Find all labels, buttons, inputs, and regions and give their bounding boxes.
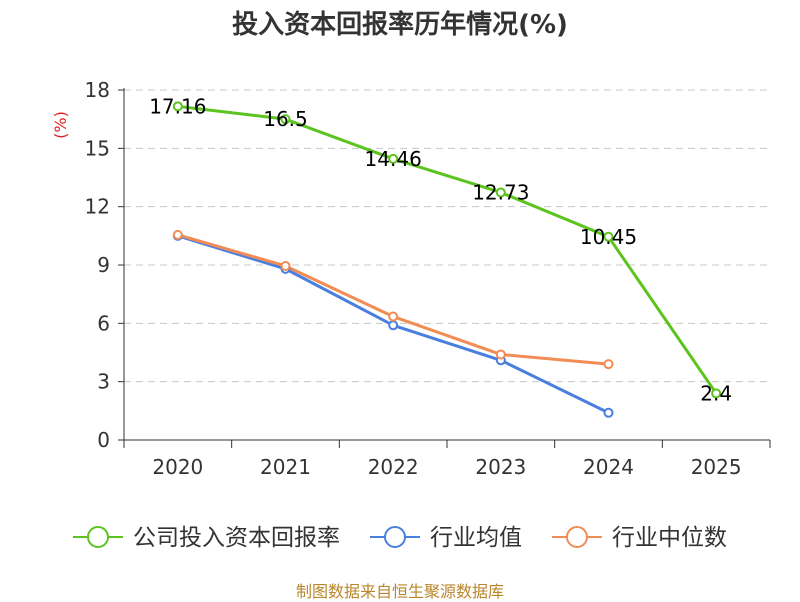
data-point-s1-2024 [603,407,614,418]
legend-item-0: 公司投入资本回报率 [73,525,340,551]
x-tick-label-2024: 2024 [583,455,634,479]
data-point-s2-2021 [280,260,291,271]
axes: 0 3 6 9 12 15 18 2020 2021 2022 2023 2024 2025 (%) [51,78,771,479]
series-line-2 [176,233,610,366]
source-note: 制图数据来自恒生聚源数据库 [295,582,504,601]
legend-circle-icon [384,526,406,548]
data-point-s2-2020 [172,229,183,240]
y-tick-label-18: 18 [85,78,110,102]
data-label-2021: 16.5 [263,107,308,131]
data-point-s0-2021 [280,114,291,125]
y-tick-label-6: 6 [97,311,110,335]
data-point-s2-2024 [603,359,614,370]
legend-circle-icon [87,526,109,548]
data-point-s2-2023 [495,349,506,360]
legend-item-1: 行业均值 [370,525,522,551]
data-label-2020: 17.16 [149,94,206,118]
data-label-2024: 10.45 [580,225,637,249]
y-tick-label-12: 12 [85,195,110,219]
data-point-s0-2024 [603,231,614,242]
y-axis-label: (%) [51,111,70,139]
y-tick-label-3: 3 [97,370,110,394]
data-point-s0-2023 [495,187,506,198]
chart-title: 投入资本回报率历年情况(%) [232,10,568,40]
data-markers [172,101,722,418]
legend-label-0: 公司投入资本回报率 [133,525,340,551]
y-tick-label-15: 15 [85,136,110,160]
series-lines [176,104,718,415]
legend-label-2: 行业中位数 [612,525,727,551]
legend-label-1: 行业均值 [430,525,522,551]
data-point-s0-2020 [172,101,183,112]
legend-item-2: 行业中位数 [552,525,727,551]
grid-lines [124,89,770,383]
data-labels: 17.16 16.5 14.46 12.73 10.45 2.4 [149,94,732,405]
y-tick-label-0: 0 [97,428,110,452]
y-tick-label-9: 9 [97,253,110,277]
data-point-s0-2025 [711,388,722,399]
x-tick-label-2020: 2020 [152,455,203,479]
series-line-0 [176,104,718,395]
x-tick-label-2021: 2021 [260,455,311,479]
data-label-2022: 14.46 [365,147,422,171]
legend-circle-icon [566,526,588,548]
x-tick-label-2023: 2023 [475,455,526,479]
x-tick-label-2025: 2025 [691,455,742,479]
data-label-2025: 2.4 [700,381,732,405]
legend: 公司投入资本回报率 行业均值 行业中位数 [73,525,727,551]
data-point-s2-2022 [388,311,399,322]
x-tick-label-2022: 2022 [368,455,419,479]
data-label-2023: 12.73 [472,180,529,204]
data-point-s0-2022 [388,153,399,164]
data-point-s1-2022 [388,320,399,331]
